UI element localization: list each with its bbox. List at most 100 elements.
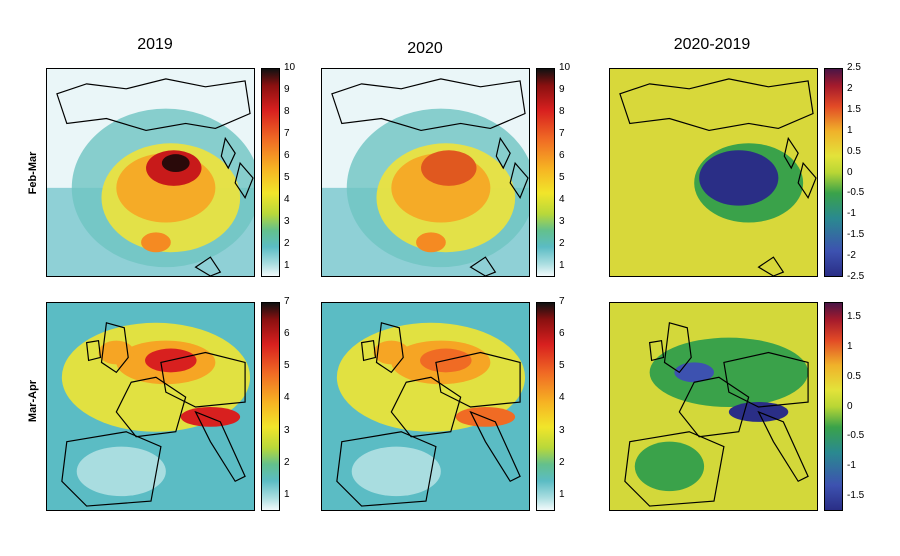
colorbar-tick-label: 0.5	[847, 145, 861, 157]
border-mongolia	[619, 78, 814, 132]
hotspot-britain	[98, 340, 135, 365]
colorbar-tick-label: 1.5	[847, 310, 861, 322]
colorbar-tick-label: 1	[559, 260, 565, 271]
coast-korea	[220, 136, 236, 170]
colorbar-tick-label: 7	[284, 128, 290, 139]
coast-italy	[194, 410, 246, 483]
map-panel-diff-mar-apr	[609, 302, 818, 511]
coast-ireland	[648, 339, 665, 362]
coast-britain	[375, 322, 404, 374]
coast-korea	[495, 136, 511, 170]
colorbar-diff-feb-mar	[824, 68, 843, 277]
colorbar-tick-label: 8	[559, 106, 565, 117]
row-label-mar-apr: Mar-Apr	[27, 379, 39, 423]
hotspot-south-china	[141, 232, 171, 253]
colorbar-tick-label: 2	[847, 82, 853, 94]
hotspot-po-valley	[455, 406, 516, 427]
colorbar-tick-label: 3	[559, 424, 565, 436]
colorbar-tick-label: -1	[847, 460, 856, 472]
heatmap-2020-feb-mar	[322, 69, 529, 276]
coast-korea	[783, 136, 799, 170]
colorbar-2020-feb-mar	[536, 68, 555, 277]
coast-japan	[234, 161, 254, 200]
colorbar-diff-mar-apr	[824, 302, 843, 511]
heatmap-diff-feb-mar	[610, 69, 817, 276]
colorbar-tick-label: 5	[559, 360, 565, 372]
colorbar-tick-label: -1.5	[847, 229, 865, 241]
border-mongolia	[331, 78, 526, 132]
colorbar-tick-label: 6	[559, 150, 565, 161]
colorbar-tick-label: 8	[284, 106, 290, 117]
heatmap-diff-mar-apr	[610, 303, 817, 510]
colorbar-tick-label: 4	[559, 194, 565, 205]
colorbar-tick-label: 7	[559, 128, 565, 139]
strong-decrease-field	[699, 150, 779, 206]
colorbar-tick-label: 4	[284, 392, 290, 404]
colorbar-tick-label: -1.5	[847, 490, 865, 502]
map-panel-2019-feb-mar	[46, 68, 255, 277]
colorbar-tick-label: 0	[847, 166, 853, 178]
colorbar-tick-label: -0.5	[847, 430, 865, 442]
colorbar-tick-label: 1	[847, 124, 853, 136]
iberia-field	[351, 446, 441, 497]
colorbar-tick-label: 2.5	[847, 62, 861, 73]
row-label-feb-mar: Feb-Mar	[27, 151, 39, 195]
border-germany	[160, 351, 246, 408]
colorbar-tick-label: 2	[284, 238, 290, 249]
colorbar-tick-label: 3	[559, 216, 565, 227]
coast-britain	[100, 322, 129, 374]
hotspot-po-valley	[180, 406, 241, 427]
colorbar-tick-label: 0	[847, 400, 853, 412]
colorbar-tick-label: 5	[559, 172, 565, 183]
column-title-2020: 2020	[407, 40, 443, 57]
colorbar-tick-label: 6	[284, 328, 290, 340]
colorbar-tick-label: 6	[559, 328, 565, 340]
colorbar-tick-label: 5	[284, 172, 290, 183]
colorbar-tick-label: 3	[284, 216, 290, 227]
coast-taiwan	[757, 256, 785, 276]
heatmap-2019-mar-apr	[47, 303, 254, 510]
heatmap-2020-mar-apr	[322, 303, 529, 510]
hotspot-north-china	[421, 150, 477, 186]
hotspot-britain	[373, 340, 410, 365]
hotspot-south-china	[416, 232, 446, 253]
colorbar-tick-label: 1	[847, 340, 853, 352]
heatmap-2019-feb-mar	[47, 69, 254, 276]
border-germany	[435, 351, 521, 408]
border-france	[390, 376, 462, 438]
coast-italy	[757, 410, 809, 483]
coast-taiwan	[469, 256, 497, 276]
column-title-difference: 2020-2019	[673, 36, 751, 53]
coast-ireland	[85, 339, 102, 362]
colorbar-2020-mar-apr	[536, 302, 555, 511]
colorbar-tick-label: -1	[847, 208, 856, 220]
border-mongolia	[56, 78, 251, 132]
colorbar-tick-label: 1	[284, 488, 290, 500]
coast-japan	[797, 161, 817, 200]
colorbar-tick-label: 2	[559, 238, 565, 249]
map-panel-2019-mar-apr	[46, 302, 255, 511]
colorbar-2019-feb-mar	[261, 68, 280, 277]
coast-taiwan	[194, 256, 222, 276]
colorbar-tick-label: -2	[847, 250, 856, 262]
map-panel-diff-feb-mar	[609, 68, 818, 277]
border-iberia	[61, 431, 162, 507]
border-iberia	[624, 431, 725, 507]
colorbar-tick-label: 1.5	[847, 103, 861, 115]
colorbar-tick-label: 9	[559, 84, 565, 95]
iberia-field	[76, 446, 166, 497]
border-germany	[723, 351, 809, 408]
coast-japan	[509, 161, 529, 200]
colorbar-tick-label: 6	[284, 150, 290, 161]
border-france	[115, 376, 187, 438]
strong-decrease-paris	[674, 362, 714, 383]
decrease-field	[649, 337, 809, 407]
colorbar-tick-label: 1	[284, 260, 290, 271]
border-iberia	[336, 431, 437, 507]
coast-britain	[663, 322, 692, 374]
map-panel-2020-feb-mar	[321, 68, 530, 277]
colorbar-tick-label: 7	[559, 296, 565, 307]
colorbar-tick-label: 2	[559, 456, 565, 468]
coast-italy	[469, 410, 521, 483]
colorbar-tick-label: 4	[284, 194, 290, 205]
